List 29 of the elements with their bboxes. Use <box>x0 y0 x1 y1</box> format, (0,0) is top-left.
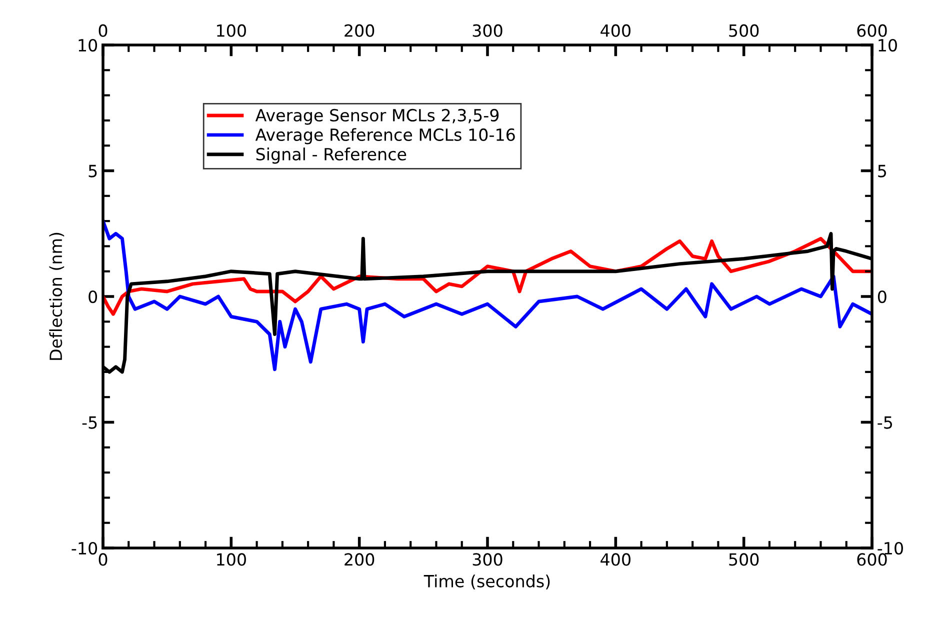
y2-tick-label: 0 <box>878 290 886 304</box>
x2-tick-label: 200 <box>344 24 374 37</box>
legend-label: Average Sensor MCLs 2,3,5-9 <box>255 108 499 125</box>
x-tick-label: 200 <box>344 553 374 566</box>
y-axis-title: Deflection (nm) <box>49 232 64 360</box>
x-tick-label: 0 <box>98 553 108 566</box>
y2-tick-label: -5 <box>878 416 892 429</box>
x2-tick-label: 500 <box>729 24 759 37</box>
x-tick-label: 400 <box>600 553 630 566</box>
x2-tick-label: 600 <box>857 24 887 37</box>
y-tick-label: 0 <box>88 290 98 304</box>
legend-label: Average Reference MCLs 10-16 <box>255 128 515 144</box>
legend-label: Signal - Reference <box>256 148 406 164</box>
x2-tick-label: 100 <box>217 24 246 37</box>
y2-tick-label: 10 <box>878 38 897 52</box>
x-tick-label: 300 <box>472 553 502 566</box>
x-axis-title: Time (seconds) <box>424 574 550 590</box>
x-tick-label: 500 <box>729 553 759 566</box>
x2-tick-label: 300 <box>472 24 502 37</box>
y2-tick-label: -10 <box>878 542 903 555</box>
x2-tick-label: 0 <box>98 24 108 37</box>
y-tick-label: -5 <box>82 416 97 429</box>
x2-tick-label: 400 <box>600 24 630 37</box>
y-tick-label: 10 <box>78 38 98 52</box>
x-tick-label: 600 <box>857 553 887 566</box>
y-tick-label: 5 <box>88 164 97 178</box>
y-tick-label: -10 <box>72 542 98 555</box>
x-tick-label: 100 <box>217 553 246 566</box>
y2-tick-label: 5 <box>878 164 886 178</box>
